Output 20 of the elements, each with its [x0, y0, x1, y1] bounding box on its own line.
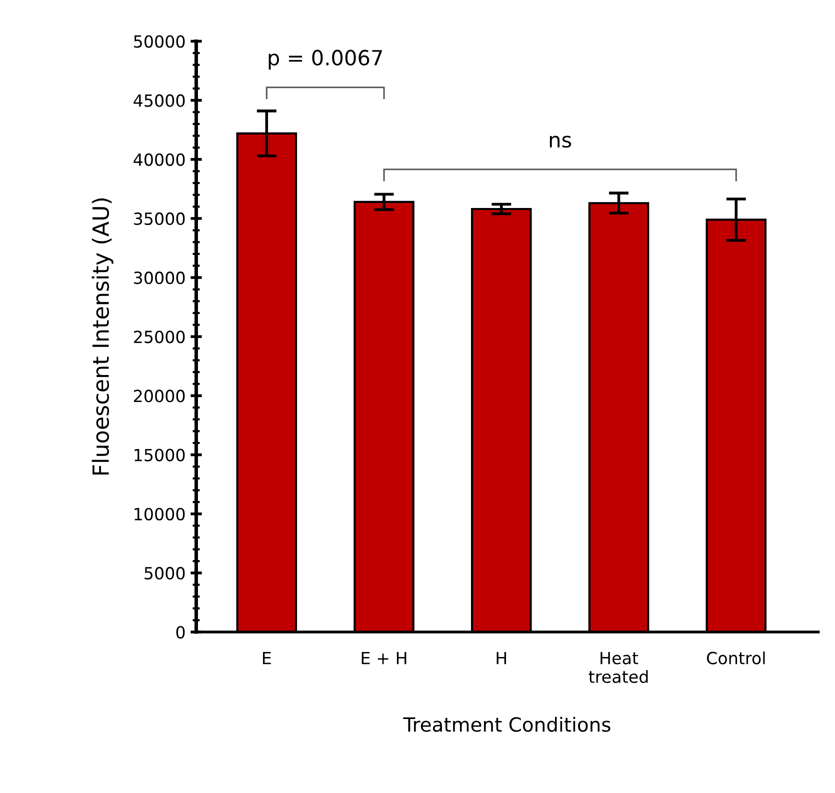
x-tick-label: Heat treated [588, 652, 648, 684]
y-tick-label: 15000 [134, 448, 185, 462]
x-axis-title: Treatment Conditions [403, 716, 610, 732]
y-tick-label: 45000 [134, 94, 185, 107]
x-tick-label: H [496, 652, 506, 664]
y-tick-label: 25000 [134, 330, 185, 344]
y-tick-label: 0 [176, 626, 185, 639]
y-tick-label: 10000 [134, 508, 185, 520]
annotation: p = 0.0067 [268, 50, 382, 70]
y-tick-label: 35000 [134, 212, 185, 226]
y-tick-label: 5000 [144, 566, 185, 580]
y-tick-label: 40000 [134, 153, 185, 166]
y-axis-title: Fluoescent Intensity (AU) [92, 198, 114, 475]
y-tick-label: 30000 [134, 272, 185, 284]
x-tick-label: E [263, 652, 271, 664]
y-tick-label: 50000 [134, 35, 185, 48]
y-tick-label: 20000 [134, 390, 185, 402]
x-tick-label: E + H [362, 652, 406, 664]
annotation: ns [550, 136, 572, 148]
x-tick-label: Control [706, 651, 765, 664]
